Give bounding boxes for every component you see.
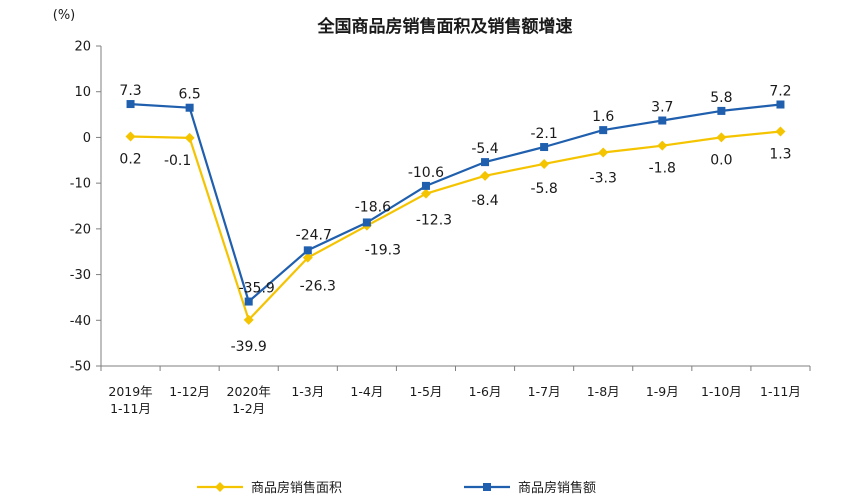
- x-tick-label: 1-10月: [701, 384, 742, 399]
- x-tick-label: 1-12月: [169, 384, 210, 399]
- series-lines: [125, 100, 786, 325]
- data-label: -5.4: [471, 141, 498, 157]
- data-label: -18.6: [355, 199, 391, 215]
- x-tick-label: 1-2月: [232, 401, 265, 416]
- data-label: -39.9: [231, 339, 267, 355]
- data-point-square: [776, 100, 785, 109]
- series-line-2: [130, 103, 781, 303]
- data-point-square: [717, 106, 726, 115]
- x-tick-label: 2019年: [108, 384, 152, 399]
- y-tick-label: 10: [74, 85, 91, 100]
- data-label: -2.1: [530, 126, 557, 142]
- data-label: -19.3: [365, 243, 401, 259]
- data-labels: 0.2 -0.1 -39.9 -26.3 -19.3 -12.3 -8.4 -5.8 -3.3 -…: [119, 83, 791, 355]
- data-label: -12.3: [416, 213, 452, 229]
- data-label: 3.7: [651, 100, 673, 116]
- data-point-square: [126, 100, 135, 109]
- data-point-diamond: [243, 314, 254, 325]
- data-point-diamond: [420, 188, 431, 199]
- data-point-square: [185, 103, 194, 112]
- y-tick-label: 0: [83, 131, 91, 146]
- y-axis-unit-label: (%): [53, 8, 76, 23]
- legend-marker-square: [483, 483, 491, 491]
- data-point-square: [303, 246, 312, 255]
- data-label: 0.2: [119, 152, 141, 168]
- x-tick-label: 1-6月: [469, 384, 502, 399]
- data-label: 0.0: [710, 152, 732, 168]
- data-point-square: [421, 181, 430, 190]
- data-point-square: [599, 126, 608, 135]
- data-point-square: [481, 158, 490, 167]
- data-point-diamond: [775, 126, 786, 137]
- x-tick-label: 1-8月: [587, 384, 620, 399]
- data-label: -26.3: [300, 279, 336, 295]
- x-tick-label: 1-9月: [646, 384, 679, 399]
- x-tick-label: 1-7月: [528, 384, 561, 399]
- data-point-diamond: [125, 131, 136, 142]
- data-label: -1.8: [649, 161, 676, 177]
- x-tick-label: 1-3月: [291, 384, 324, 399]
- data-label: 6.5: [178, 87, 200, 103]
- y-tick-label: -50: [70, 360, 91, 375]
- y-tick-label: 20: [74, 40, 91, 55]
- axes: 20 10 0 -10 -20 -30 -40 -50 2019年 1-11月 1-12月 2020年…: [70, 40, 811, 416]
- x-tick-label: 1-5月: [409, 384, 442, 399]
- data-label: -35.9: [239, 281, 275, 297]
- data-point-diamond: [657, 140, 668, 151]
- x-tick-label: 1-11月: [110, 401, 151, 416]
- y-tick-label: -30: [70, 268, 91, 283]
- data-label: -8.4: [471, 193, 498, 209]
- data-point-square: [244, 297, 253, 306]
- series-line-1: [130, 130, 781, 321]
- y-tick-label: -10: [70, 177, 91, 192]
- data-label: -0.1: [164, 153, 191, 169]
- data-label: 1.6: [592, 109, 614, 125]
- legend: 商品房销售面积 商品房销售额: [197, 480, 596, 496]
- data-point-diamond: [598, 147, 609, 158]
- x-tick-label: 1-11月: [760, 384, 801, 399]
- data-label: 7.3: [119, 83, 141, 99]
- y-tick-label: -20: [70, 222, 91, 237]
- x-tick-label: 1-4月: [350, 384, 383, 399]
- data-point-diamond: [302, 252, 313, 263]
- data-label: -24.7: [296, 227, 332, 243]
- data-label: 7.2: [769, 84, 791, 100]
- data-label: -10.6: [408, 165, 444, 181]
- data-point-diamond: [539, 158, 550, 169]
- data-point-diamond: [716, 132, 727, 143]
- chart-title: 全国商品房销售面积及销售额增速: [317, 16, 573, 37]
- data-label: 5.8: [710, 90, 732, 106]
- data-label: -3.3: [590, 171, 617, 187]
- data-point-square: [540, 143, 549, 152]
- legend-marker-diamond: [215, 482, 225, 492]
- legend-label: 商品房销售额: [518, 480, 596, 496]
- data-label: 1.3: [769, 146, 791, 162]
- data-point-diamond: [480, 170, 491, 181]
- legend-label: 商品房销售面积: [251, 480, 342, 496]
- x-tick-label: 2020年: [227, 384, 271, 399]
- data-point-diamond: [184, 132, 195, 143]
- data-point-square: [658, 116, 667, 125]
- data-label: -5.8: [530, 181, 557, 197]
- data-point-square: [362, 218, 371, 227]
- y-tick-label: -40: [70, 314, 91, 329]
